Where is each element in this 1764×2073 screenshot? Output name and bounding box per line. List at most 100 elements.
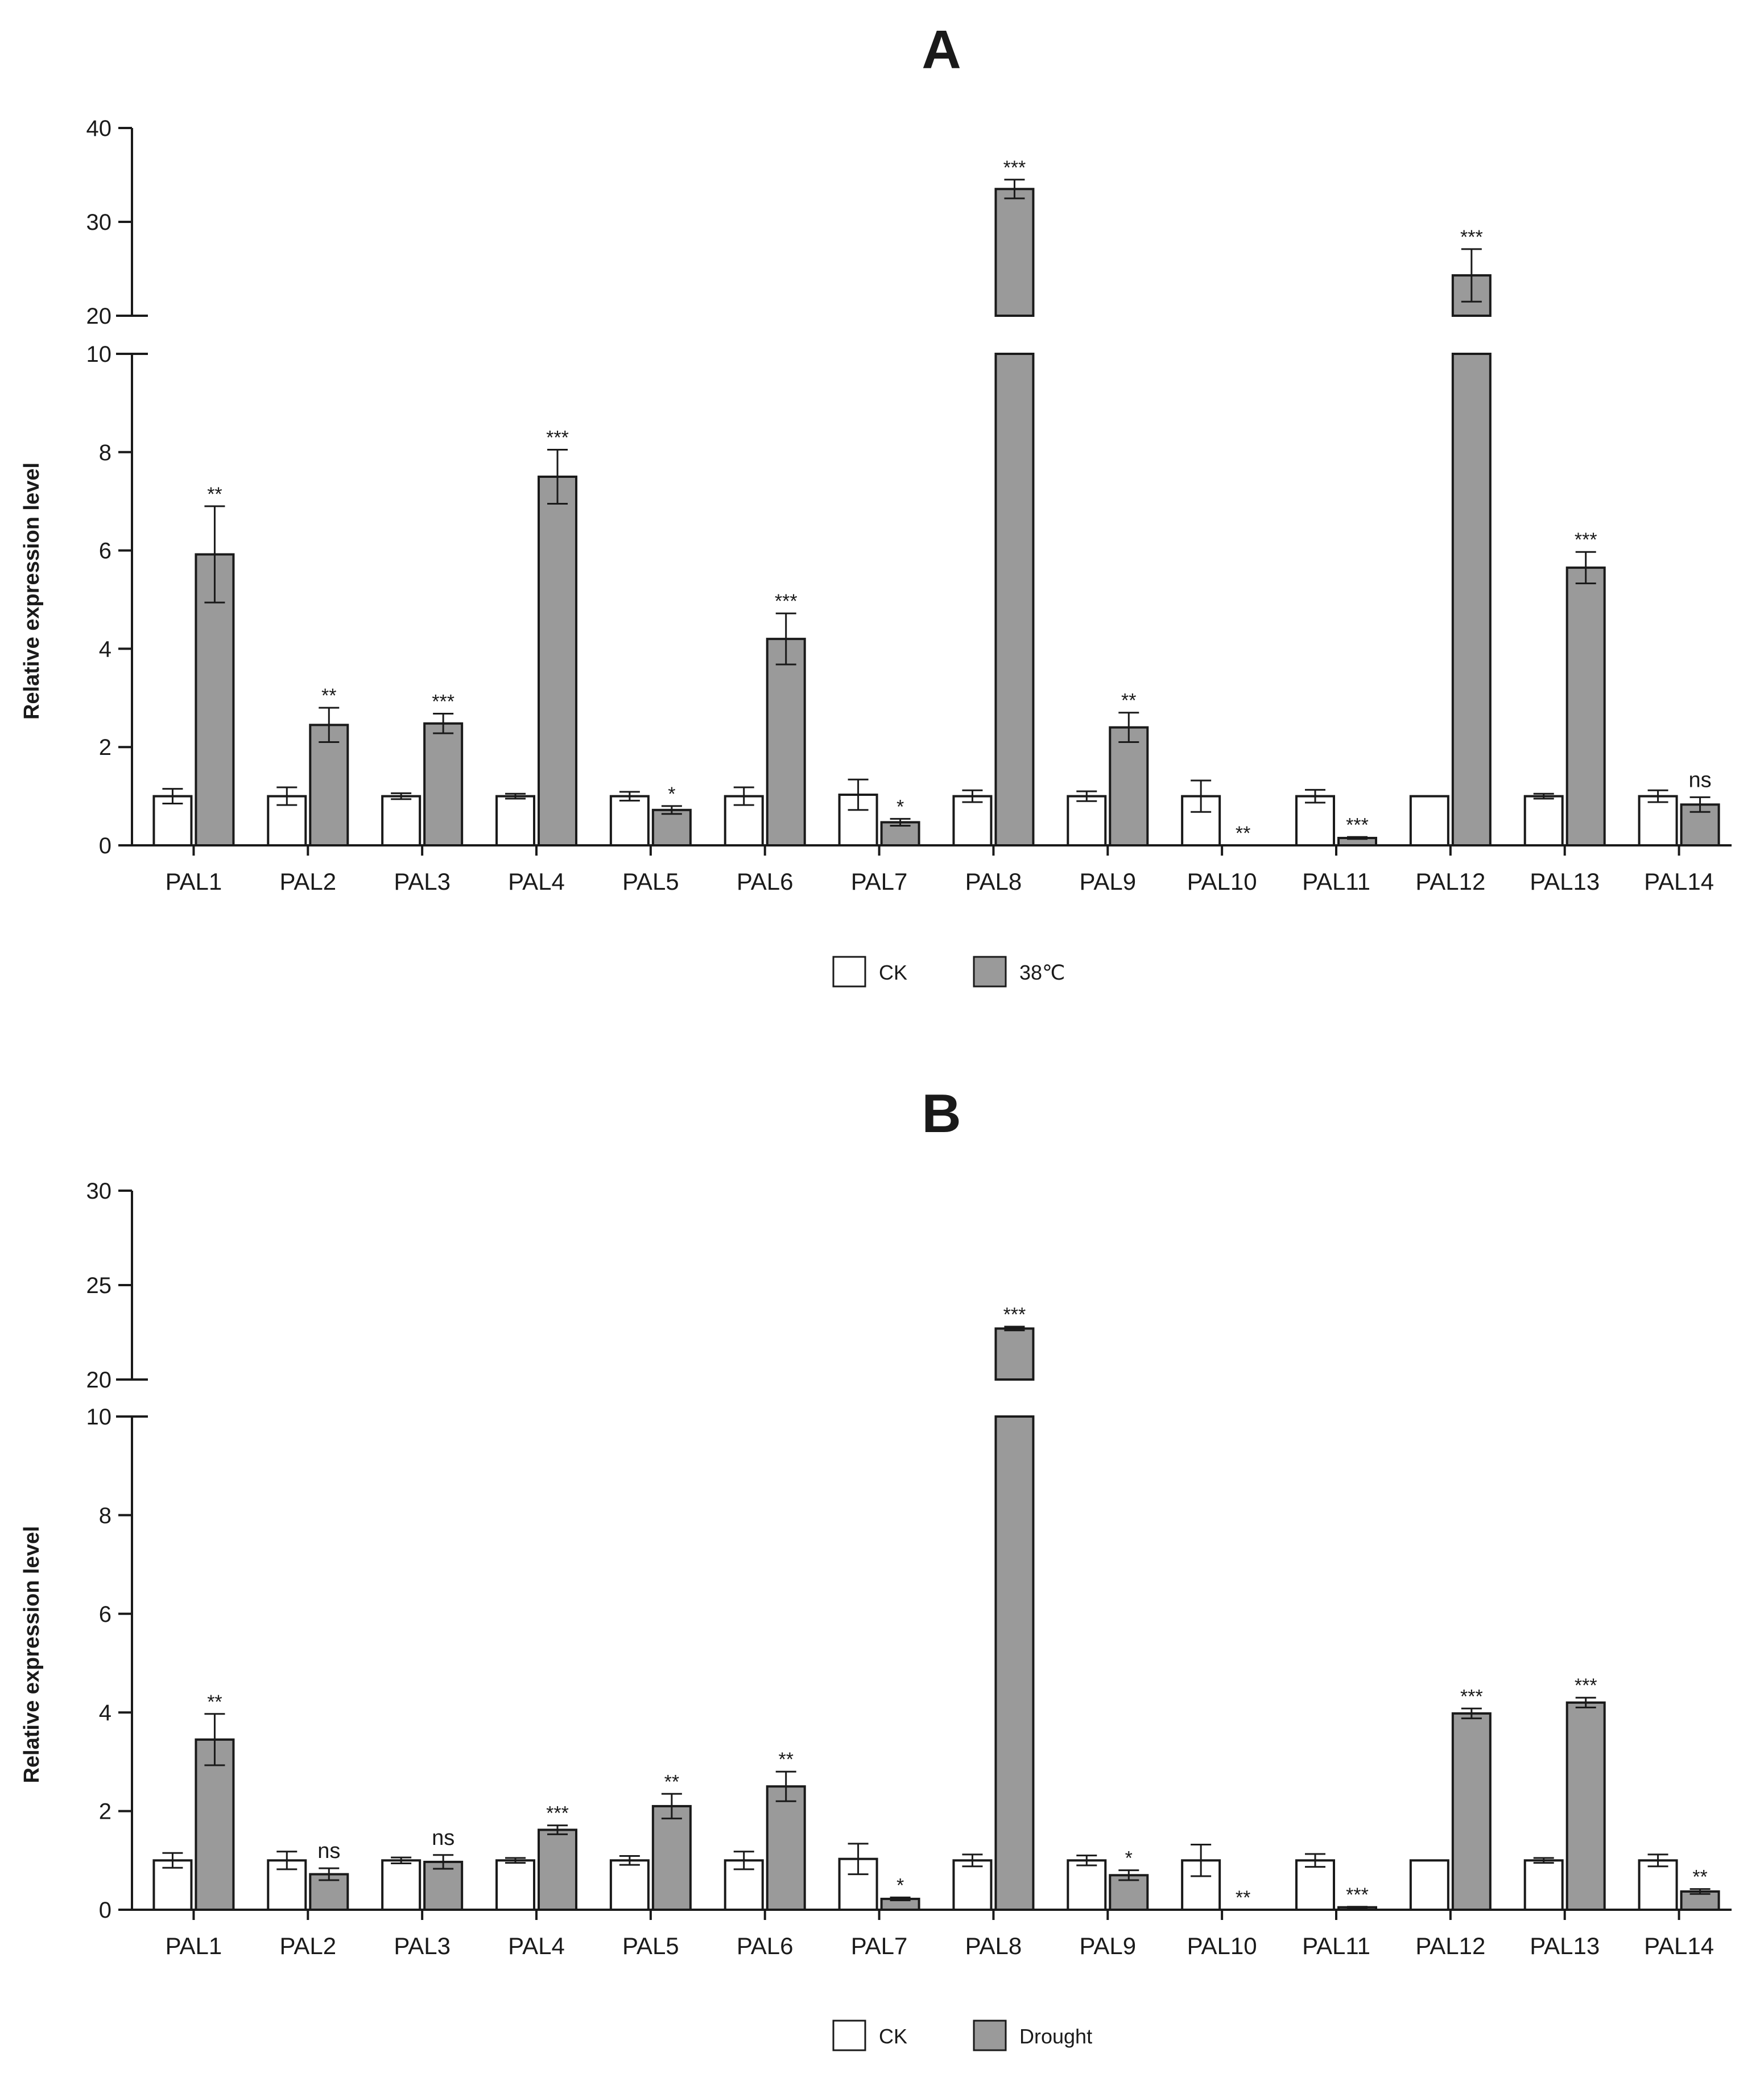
x-tick-label: PAL3 — [394, 1932, 451, 1959]
y-tick-label: 6 — [99, 1602, 111, 1627]
significance-label: * — [897, 796, 904, 817]
y-tick-label: 10 — [86, 342, 112, 367]
bar-treatment — [766, 638, 806, 846]
significance-label: ** — [1236, 1887, 1250, 1909]
legend-label-treatment: 38℃ — [1019, 961, 1065, 984]
chart-panel-b: B 0 2 4 6 8 10 20 25 30 Relative expression level P… — [20, 1083, 1732, 2051]
bar-ck — [1409, 1859, 1449, 1911]
x-tick-label: PAL2 — [279, 868, 336, 895]
legend-label-ck: CK — [879, 2025, 907, 2048]
significance-label: *** — [1575, 529, 1597, 551]
significance-label: * — [668, 783, 675, 805]
bar-ck — [838, 1857, 878, 1911]
y-tick-label: 20 — [86, 304, 112, 329]
significance-label: *** — [546, 427, 569, 448]
y-axis-label: Relative expression level — [20, 1526, 44, 1783]
x-tick-label: PAL8 — [965, 868, 1022, 895]
bar-ck — [952, 1859, 993, 1911]
legend-swatch-treatment — [973, 2020, 1007, 2051]
significance-label: ** — [664, 1771, 679, 1793]
x-tick-label: PAL5 — [622, 868, 679, 895]
x-tick-label: PAL14 — [1644, 1932, 1714, 1959]
y-tick-label: 4 — [99, 637, 111, 662]
x-tick-label: PAL2 — [279, 1932, 336, 1959]
x-tick-label: PAL14 — [1644, 868, 1714, 895]
x-tick-label: PAL6 — [737, 1932, 794, 1959]
y-tick-label: 8 — [99, 1503, 111, 1528]
bar-ck — [1523, 1859, 1564, 1911]
y-tick-label: 4 — [99, 1700, 111, 1725]
bar-ck — [381, 1859, 422, 1911]
y-tick-label: 10 — [86, 1405, 112, 1430]
chart-title: A — [922, 19, 961, 80]
legend-label-treatment: Drought — [1019, 2025, 1092, 2048]
legend-swatch-treatment — [973, 956, 1007, 988]
bar-treatment — [538, 476, 577, 846]
y-tick-label: 30 — [86, 1179, 112, 1204]
y-tick-label: 0 — [99, 1898, 111, 1923]
y-tick-label: 20 — [86, 1368, 112, 1393]
x-tick-label: PAL13 — [1530, 868, 1600, 895]
significance-label: *** — [1460, 1686, 1483, 1707]
x-tick-label: PAL10 — [1187, 868, 1257, 895]
y-tick-label: 2 — [99, 735, 111, 760]
y-tick-label: 25 — [86, 1273, 112, 1298]
x-tick-label: PAL1 — [166, 1932, 222, 1959]
x-tick-label: PAL3 — [394, 868, 451, 895]
y-tick-label: 30 — [86, 210, 112, 235]
x-tick-label: PAL13 — [1530, 1932, 1600, 1959]
legend-swatch-ck — [832, 2020, 866, 2051]
bar-treatment — [538, 1828, 577, 1911]
significance-label: *** — [432, 691, 455, 712]
significance-label: *** — [775, 590, 798, 612]
x-tick-label: PAL1 — [166, 868, 222, 895]
significance-label: * — [1125, 1848, 1133, 1869]
bar-ck — [952, 795, 993, 846]
x-tick-label: PAL4 — [508, 1932, 565, 1959]
bar-treatment — [994, 1415, 1035, 1911]
significance-label: ** — [207, 1691, 222, 1713]
significance-label: * — [897, 1874, 904, 1896]
x-tick-label: PAL9 — [1079, 1932, 1136, 1959]
legend-label-ck: CK — [879, 961, 907, 984]
bar-treatment — [1109, 726, 1149, 847]
significance-label: *** — [1346, 814, 1369, 836]
x-tick-label: PAL7 — [851, 868, 908, 895]
bar-treatment — [1565, 566, 1606, 847]
bar-break-gap — [993, 1381, 1036, 1415]
bar-treatment-upper — [994, 188, 1035, 317]
bar-ck — [1409, 795, 1449, 846]
bar-treatment — [1451, 1712, 1492, 1911]
y-tick-label: 2 — [99, 1799, 111, 1824]
x-tick-label: PAL6 — [737, 868, 794, 895]
bar-ck — [609, 795, 650, 846]
bar-treatment — [423, 1860, 464, 1911]
y-tick-label: 6 — [99, 539, 111, 564]
x-tick-label: PAL12 — [1415, 868, 1485, 895]
legend-swatch-ck — [832, 956, 866, 988]
bar-ck — [1067, 1859, 1107, 1911]
significance-label: ns — [432, 1826, 455, 1850]
significance-label: *** — [1346, 1884, 1369, 1906]
bar-ck — [1638, 1859, 1678, 1911]
bar-treatment — [1451, 353, 1492, 846]
significance-label: ** — [207, 484, 222, 505]
bar-ck — [1295, 1859, 1335, 1911]
bar-treatment — [766, 1785, 806, 1911]
bar-treatment — [1565, 1701, 1606, 1911]
x-tick-label: PAL11 — [1302, 868, 1370, 895]
significance-label: *** — [1575, 1675, 1597, 1696]
significance-label: ** — [321, 685, 336, 707]
bar-treatment — [651, 1804, 692, 1911]
x-tick-label: PAL5 — [622, 1932, 679, 1959]
bar-break-gap — [993, 317, 1036, 353]
significance-label: ** — [1121, 690, 1136, 712]
bar-treatment-upper — [994, 1327, 1035, 1381]
significance-label: *** — [546, 1803, 569, 1824]
chart-title: B — [922, 1083, 961, 1144]
bar-ck — [267, 795, 307, 846]
significance-label: ns — [317, 1839, 340, 1863]
y-axis-label: Relative expression level — [20, 462, 44, 720]
bar-ck — [1523, 795, 1564, 846]
significance-label: *** — [1003, 1304, 1026, 1325]
